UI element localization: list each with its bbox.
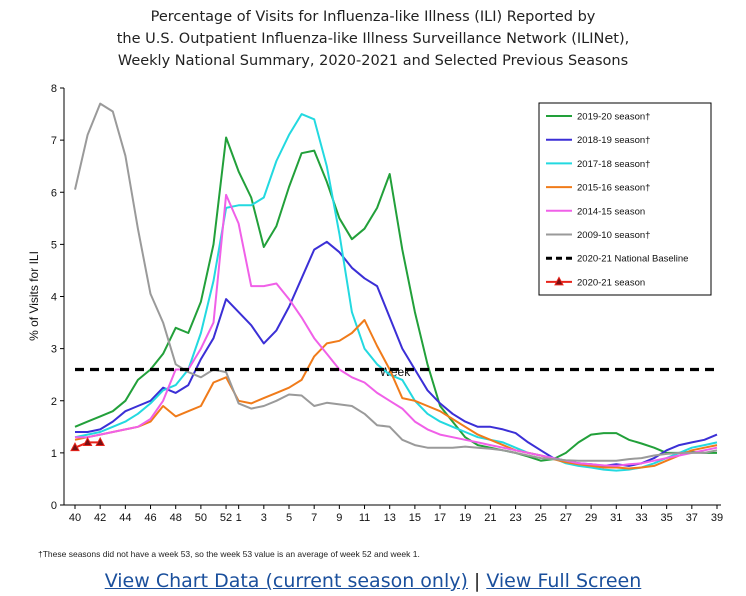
x-tick-label: 11 [359,512,370,524]
x-tick-label: 44 [119,512,131,524]
legend-label: 2020-21 season [577,277,645,288]
ili-chart: Percentage of Visits for Influenza-like … [27,9,723,559]
legend-label: 2009-10 season† [577,230,650,241]
y-tick-label: 3 [51,344,57,356]
x-tick-label: 21 [484,512,496,524]
legend-label: 2017-18 season† [577,159,650,170]
x-tick-label: 31 [610,512,622,524]
chart-title-line: Weekly National Summary, 2020-2021 and S… [118,53,628,69]
x-tick-label: 33 [635,512,647,524]
legend-marker [554,276,564,286]
x-tick-label: 23 [509,512,521,524]
x-tick-label: 50 [195,512,207,524]
y-tick-label: 1 [51,448,57,460]
x-tick-label: 17 [434,512,446,524]
legend-label: 2019-20 season† [577,112,650,123]
x-tick-label: 35 [661,512,673,524]
x-tick-label: 46 [144,512,156,524]
series-line-3 [74,319,718,470]
y-tick-label: 6 [51,187,57,199]
chart-footnote: †These seasons did not have a week 53, s… [38,549,420,559]
x-tick-label: 52 [220,512,232,524]
chart-title-line: Percentage of Visits for Influenza-like … [151,9,596,25]
x-tick-label: 29 [585,512,597,524]
x-tick-label: 48 [170,512,182,524]
x-tick-label: 40 [69,512,81,524]
legend-label: 2018-19 season† [577,135,650,146]
series-line-2 [74,113,718,472]
view-chart-data-link[interactable]: View Chart Data (current season only) [104,570,468,592]
legend-label: 2020-21 National Baseline [577,254,688,265]
chart-links: View Chart Data (current season only) | Vi… [0,567,746,595]
x-tick-label: 5 [286,512,292,524]
x-tick-label: 9 [336,512,342,524]
x-tick-label: 37 [686,512,698,524]
link-separator: | [473,570,481,592]
legend-label: 2015-16 season† [577,183,650,194]
series-point-marker [95,436,106,446]
x-tick-label: 27 [560,512,572,524]
x-tick-label: 1 [236,512,242,524]
legend-box [538,102,712,296]
y-tick-label: 0 [51,500,57,512]
series-line-0 [74,136,717,462]
x-axis-title: Week [380,365,411,379]
chart-legend: 2019-20 season† 2018-19 season† 2017-18 se… [538,102,712,296]
legend-label: 2014-15 season [577,206,645,217]
y-tick-label: 4 [51,292,57,304]
y-tick-label: 2 [51,396,57,408]
x-tick-label: 3 [261,512,267,524]
x-tick-label: 15 [409,512,421,524]
x-tick-label: 42 [94,512,106,524]
y-tick-label: 7 [51,135,57,147]
x-tick-label: 7 [311,512,317,524]
x-tick-label: 25 [535,512,547,524]
y-tick-label: 5 [51,239,57,251]
chart-title: Percentage of Visits for Influenza-like … [117,9,629,69]
y-tick-label: 8 [51,83,57,95]
x-tick-label: 19 [459,512,471,524]
view-full-screen-link[interactable]: View Full Screen [486,570,642,592]
y-axis-title: % of Visits for ILI [27,251,41,341]
x-tick-label: 39 [711,512,723,524]
chart-title-line: the U.S. Outpatient Influenza-like Illne… [117,31,629,47]
series-point-marker [82,436,93,446]
series-point-marker [70,442,80,452]
x-tick-label: 13 [384,512,396,524]
